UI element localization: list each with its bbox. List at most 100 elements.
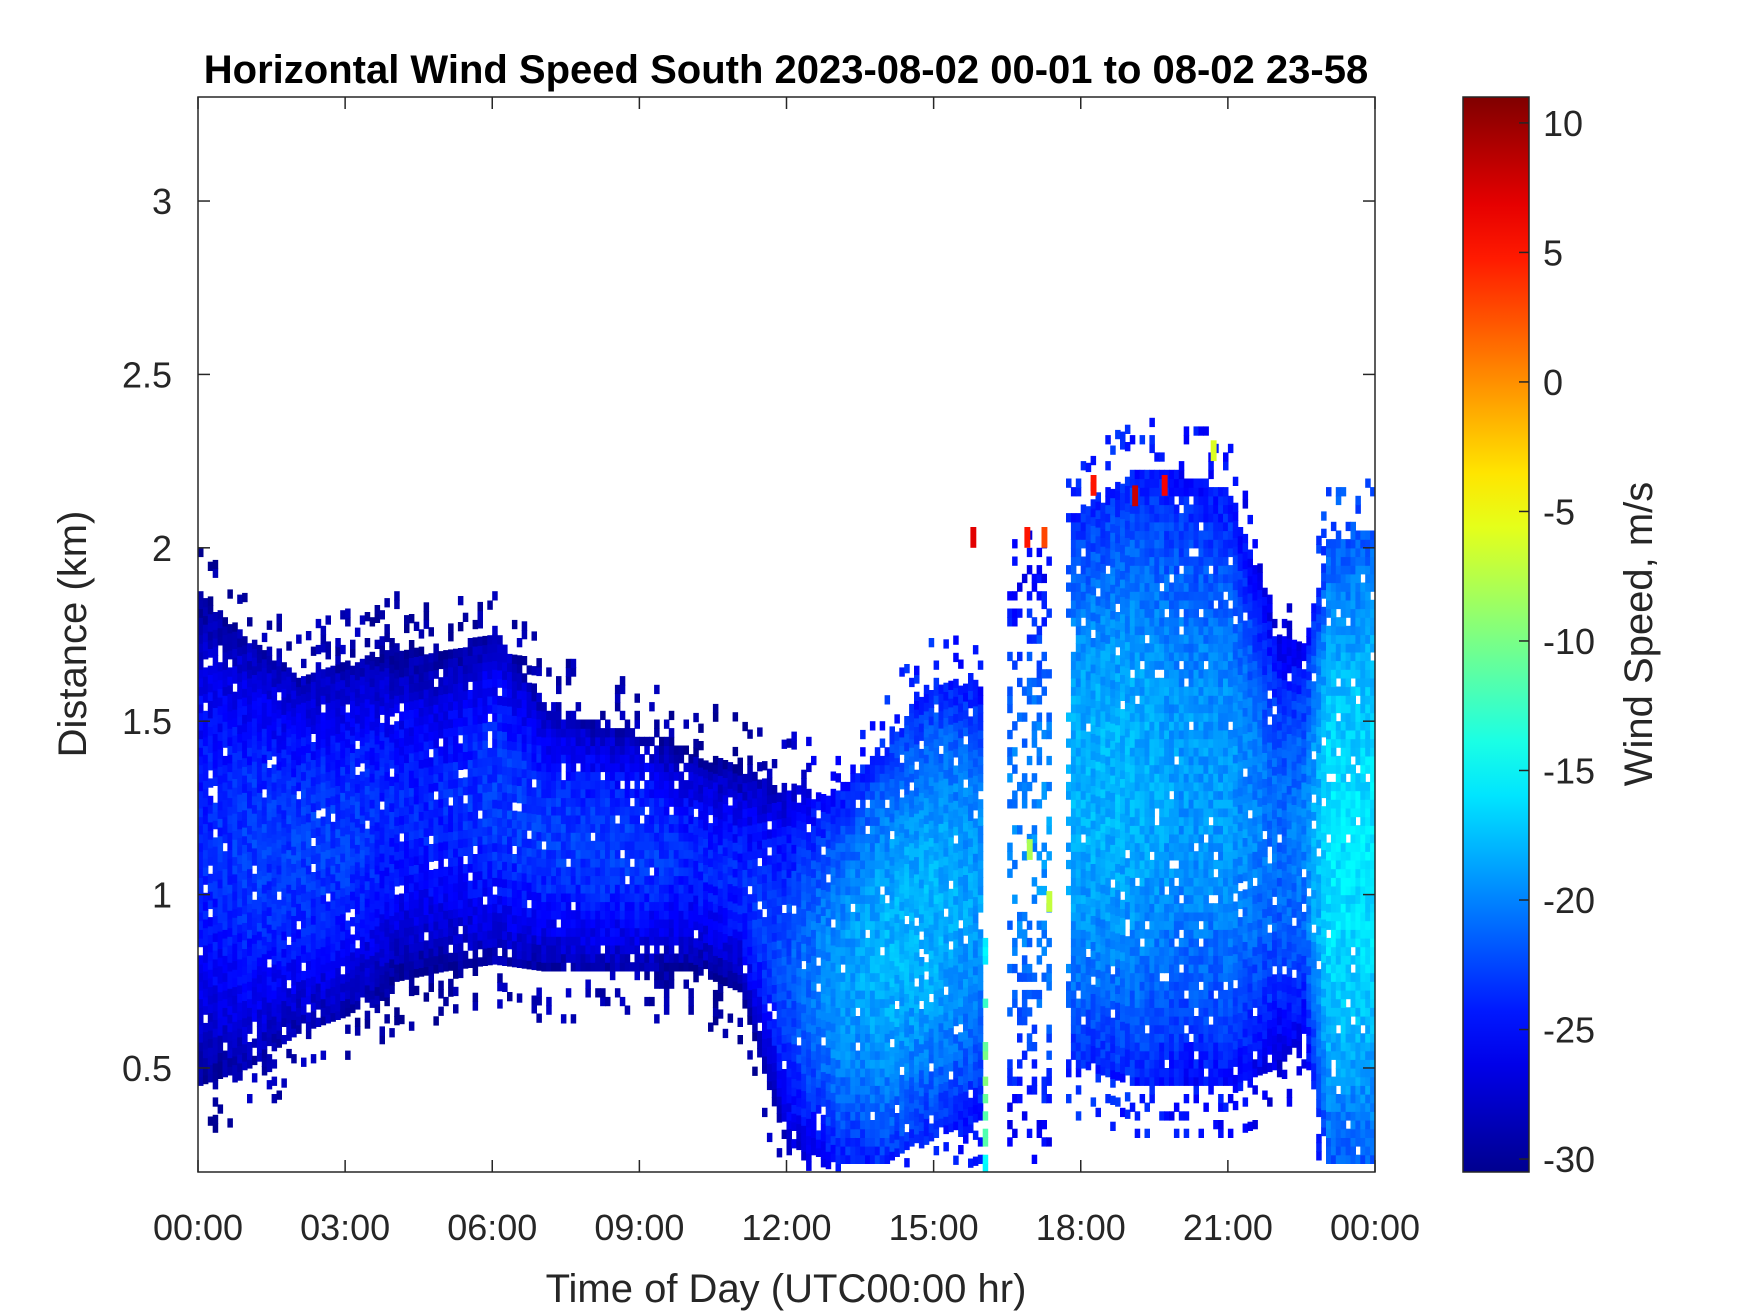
heatmap-cell xyxy=(536,796,542,807)
heatmap-cell xyxy=(507,688,513,698)
heatmap-cell xyxy=(247,799,253,809)
heatmap-cell xyxy=(389,846,395,856)
heatmap-cell xyxy=(438,989,444,999)
heatmap-cell xyxy=(757,1004,763,1015)
heatmap-cell xyxy=(796,915,802,925)
heatmap-cell xyxy=(644,840,650,851)
heatmap-cell xyxy=(202,910,209,920)
heatmap-cell xyxy=(487,886,493,896)
heatmap-cell xyxy=(732,772,739,783)
heatmap-cell xyxy=(605,875,611,885)
heatmap-cell xyxy=(570,719,577,729)
heatmap-cell xyxy=(580,858,586,868)
heatmap-cell xyxy=(330,865,336,875)
heatmap-cell xyxy=(536,831,542,841)
heatmap-cell xyxy=(766,916,773,926)
heatmap-cell xyxy=(291,958,297,968)
heatmap-cell xyxy=(271,1033,278,1043)
heatmap-cell xyxy=(247,1024,253,1034)
heatmap-cell xyxy=(796,1045,802,1055)
heatmap-cell xyxy=(762,856,768,866)
heatmap-cell xyxy=(256,696,263,707)
heatmap-cell xyxy=(296,877,302,887)
heatmap-cell xyxy=(634,736,640,747)
heatmap-cell xyxy=(438,694,444,704)
heatmap-cell xyxy=(438,703,444,713)
heatmap-cell xyxy=(487,765,493,775)
heatmap-cell xyxy=(457,743,464,753)
heatmap-cell xyxy=(791,1061,797,1071)
heatmap-cell xyxy=(791,974,797,984)
heatmap-cell xyxy=(776,1061,783,1071)
heatmap-cell xyxy=(462,950,469,961)
heatmap-cell xyxy=(678,918,685,929)
heatmap-cell xyxy=(237,880,243,890)
heatmap-cell xyxy=(835,894,841,904)
heatmap-cell xyxy=(511,819,518,829)
heatmap-cell xyxy=(472,706,479,716)
heatmap-cell xyxy=(418,950,425,960)
heatmap-cell xyxy=(281,896,287,906)
heatmap-cell xyxy=(207,856,214,866)
heatmap-cell xyxy=(281,835,287,845)
heatmap-cell xyxy=(301,988,307,998)
heatmap-cell xyxy=(428,896,434,906)
heatmap-cell xyxy=(384,1014,390,1024)
heatmap-cell xyxy=(536,892,542,902)
heatmap-cell xyxy=(815,792,822,802)
heatmap-cell xyxy=(595,788,601,799)
heatmap-cell xyxy=(399,780,405,791)
heatmap-cell xyxy=(516,915,523,925)
heatmap-cell xyxy=(202,745,209,755)
heatmap-cell xyxy=(840,1146,846,1156)
heatmap-cell xyxy=(453,683,459,693)
heatmap-cell xyxy=(624,823,631,833)
heatmap-cell xyxy=(335,681,341,691)
heatmap-cell xyxy=(261,858,268,868)
heatmap-cell xyxy=(546,780,552,790)
heatmap-cell xyxy=(727,970,734,980)
heatmap-cell xyxy=(198,755,204,766)
heatmap-cell xyxy=(472,793,479,803)
heatmap-cell xyxy=(737,774,743,785)
heatmap-cell xyxy=(781,887,788,897)
heatmap-cell xyxy=(639,771,645,781)
heatmap-cell xyxy=(472,672,479,682)
heatmap-cell xyxy=(310,802,317,812)
heatmap-cell xyxy=(335,811,341,821)
heatmap-cell xyxy=(443,927,449,937)
heatmap-cell xyxy=(281,974,287,984)
heatmap-cell xyxy=(266,863,273,873)
heatmap-cell xyxy=(825,1107,832,1118)
heatmap-cell xyxy=(835,1137,841,1147)
heatmap-cell xyxy=(820,993,827,1003)
heatmap-cell xyxy=(242,974,248,984)
heatmap-cell xyxy=(296,695,302,705)
heatmap-cell xyxy=(467,785,474,795)
heatmap-cell xyxy=(418,941,425,951)
heatmap-cell xyxy=(438,980,444,990)
heatmap-cell xyxy=(276,821,282,832)
heatmap-cell xyxy=(492,677,498,688)
heatmap-cell xyxy=(551,771,557,781)
heatmap-cell xyxy=(271,859,278,870)
heatmap-cell xyxy=(408,848,415,858)
heatmap-cell xyxy=(418,690,425,700)
heatmap-cell xyxy=(511,888,518,898)
heatmap-cell xyxy=(266,854,273,864)
heatmap-cell xyxy=(781,1017,788,1027)
heatmap-cell xyxy=(433,816,439,827)
heatmap-cell xyxy=(649,736,655,747)
heatmap-cell xyxy=(781,834,788,845)
heatmap-cell xyxy=(448,744,454,755)
heatmap-cell xyxy=(310,984,317,994)
heatmap-cell xyxy=(791,801,797,811)
heatmap-cell xyxy=(443,788,449,799)
heatmap-cell xyxy=(457,786,464,796)
heatmap-cell xyxy=(845,885,851,896)
heatmap-cell xyxy=(438,685,444,696)
heatmap-cell xyxy=(536,909,542,919)
heatmap-cell xyxy=(320,755,327,766)
heatmap-cell xyxy=(291,794,297,804)
heatmap-cell xyxy=(286,693,292,703)
